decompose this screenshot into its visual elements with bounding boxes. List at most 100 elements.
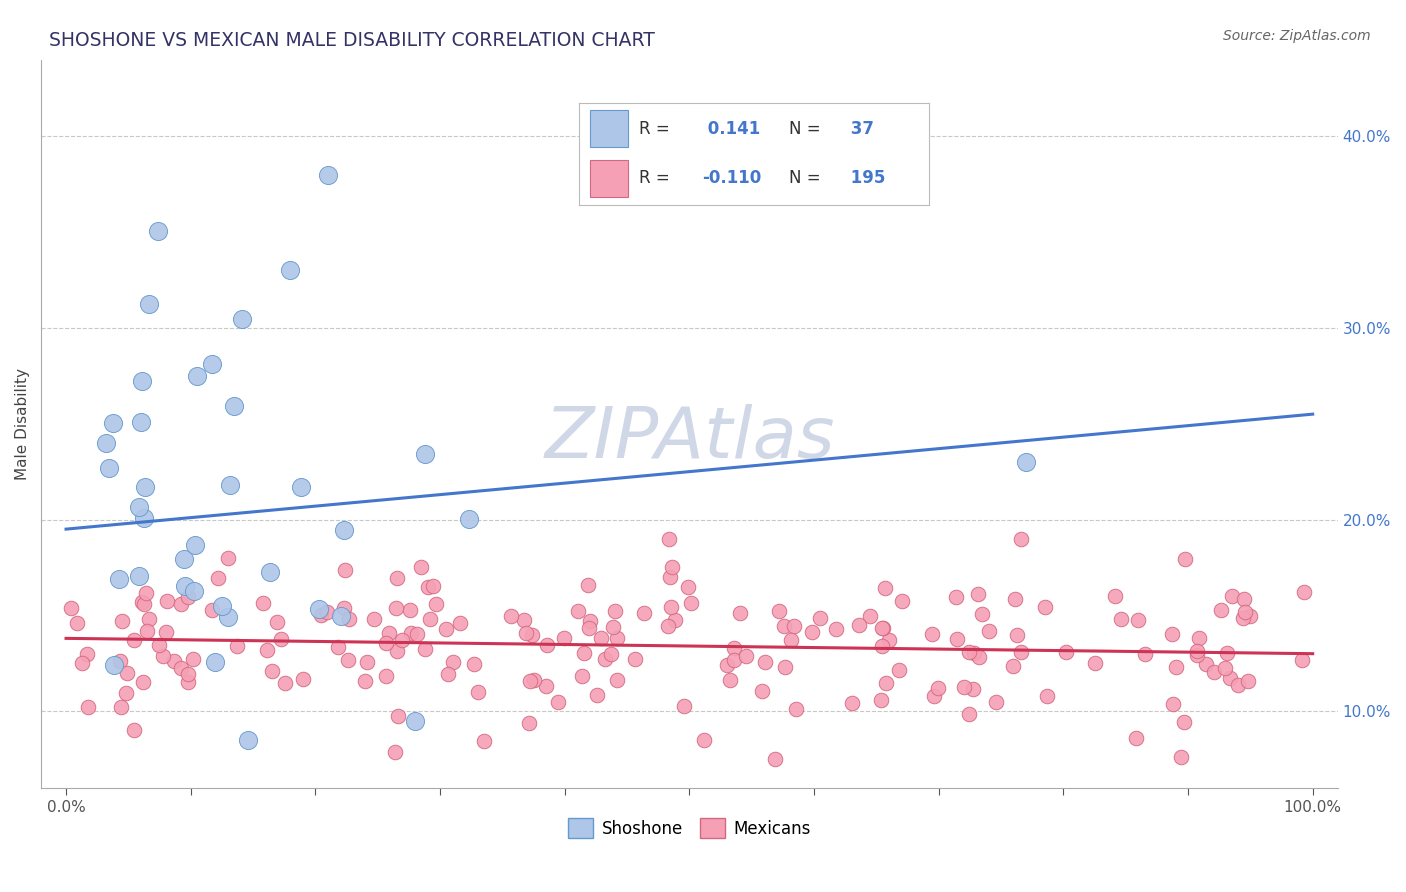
Point — [385, 600, 408, 615]
Point — [751, 684, 773, 698]
Point — [103, 657, 125, 672]
Point — [890, 594, 912, 608]
Point — [963, 647, 986, 661]
Point — [356, 656, 378, 670]
Point — [624, 652, 647, 666]
Point — [332, 601, 354, 615]
Point — [872, 621, 894, 635]
Point — [1219, 671, 1241, 685]
Point — [374, 669, 396, 683]
Point — [132, 674, 155, 689]
Point — [723, 640, 745, 655]
Point — [872, 622, 894, 636]
Point — [146, 224, 169, 238]
Point — [952, 680, 974, 694]
Point — [183, 583, 205, 598]
Point — [177, 590, 200, 604]
Point — [404, 714, 426, 728]
Point — [186, 368, 208, 383]
Point — [1164, 659, 1187, 673]
Point — [256, 643, 278, 657]
Point — [754, 656, 776, 670]
Point — [606, 673, 628, 688]
Point — [1227, 678, 1250, 692]
Legend: Shoshone, Mexicans: Shoshone, Mexicans — [562, 812, 817, 845]
Point — [1001, 659, 1024, 673]
Point — [585, 688, 607, 702]
Point — [134, 511, 156, 525]
Point — [308, 602, 330, 616]
Point — [450, 615, 472, 630]
Point — [716, 658, 738, 673]
Point — [1036, 689, 1059, 703]
Point — [678, 580, 700, 594]
Point — [1239, 609, 1261, 624]
Text: SHOSHONE VS MEXICAN MALE DISABILITY CORRELATION CHART: SHOSHONE VS MEXICAN MALE DISABILITY CORR… — [49, 31, 655, 50]
Point — [1292, 584, 1315, 599]
Point — [262, 664, 284, 678]
Point — [422, 579, 444, 593]
Point — [409, 560, 432, 574]
Point — [972, 607, 994, 621]
Point — [236, 733, 259, 747]
Point — [108, 654, 131, 668]
Point — [406, 627, 429, 641]
Point — [967, 650, 990, 665]
Point — [957, 645, 980, 659]
Point — [887, 663, 910, 677]
Point — [664, 613, 686, 627]
Point — [333, 563, 356, 577]
Point — [1233, 605, 1256, 619]
Point — [231, 311, 253, 326]
Point — [808, 611, 831, 625]
Point — [128, 500, 150, 515]
Point — [184, 538, 207, 552]
Point — [657, 618, 679, 632]
Point — [519, 673, 541, 688]
Point — [70, 656, 93, 670]
Point — [783, 619, 806, 633]
Point — [780, 632, 803, 647]
Point — [399, 626, 422, 640]
Point — [513, 613, 536, 627]
Point — [1232, 611, 1254, 625]
Point — [945, 591, 967, 605]
Point — [270, 632, 292, 646]
Point — [517, 715, 540, 730]
Point — [98, 460, 121, 475]
Point — [207, 571, 229, 585]
Point — [76, 648, 98, 662]
Point — [768, 604, 790, 618]
Point — [977, 624, 1000, 639]
Point — [311, 608, 333, 623]
Point — [425, 597, 447, 611]
Point — [458, 511, 481, 525]
Point — [222, 399, 245, 413]
Point — [848, 618, 870, 632]
Point — [1161, 697, 1184, 711]
Point — [326, 640, 349, 655]
Text: Source: ZipAtlas.com: Source: ZipAtlas.com — [1223, 29, 1371, 43]
Point — [547, 695, 569, 709]
Point — [1216, 647, 1239, 661]
Point — [274, 676, 297, 690]
Point — [138, 612, 160, 626]
Point — [1015, 455, 1038, 469]
Point — [825, 622, 848, 636]
Point — [384, 745, 406, 759]
Point — [1126, 613, 1149, 627]
Point — [966, 587, 988, 601]
Point — [986, 695, 1008, 709]
Point — [1174, 552, 1197, 566]
Point — [413, 641, 436, 656]
Point — [173, 552, 195, 566]
Point — [333, 524, 356, 538]
Point — [600, 648, 623, 662]
Point — [201, 357, 224, 371]
Point — [591, 631, 613, 645]
Point — [693, 733, 716, 747]
Point — [576, 578, 599, 592]
Point — [103, 417, 125, 431]
Point — [661, 559, 683, 574]
Point — [398, 603, 420, 617]
